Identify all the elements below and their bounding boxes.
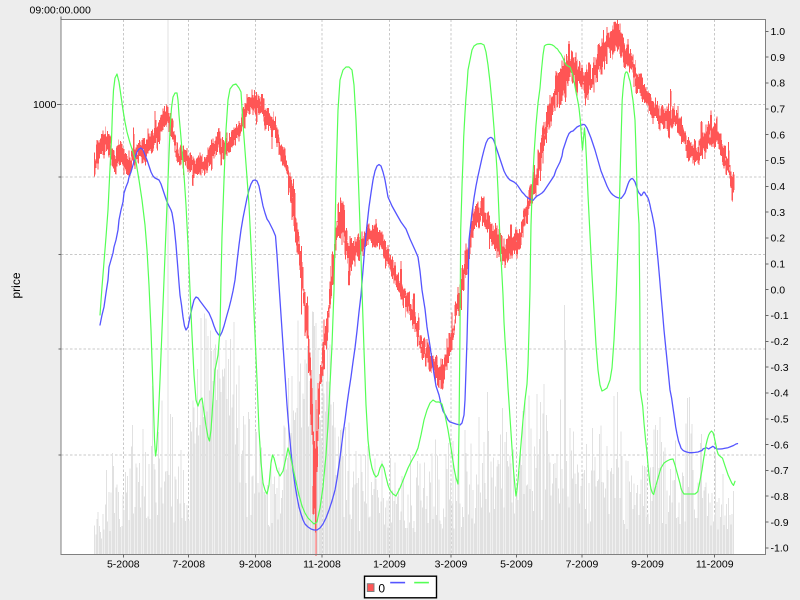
svg-text:-0.7: -0.7 (771, 465, 789, 477)
svg-text:1.0: 1.0 (771, 26, 786, 38)
svg-text:0: 0 (378, 581, 385, 595)
svg-text:0.8: 0.8 (771, 78, 786, 90)
svg-text:09:00:00.000: 09:00:00.000 (30, 5, 91, 17)
svg-text:-0.5: -0.5 (771, 413, 789, 425)
svg-text:3-2009: 3-2009 (435, 559, 468, 571)
svg-text:-1.0: -1.0 (771, 543, 789, 555)
svg-text:0.7: 0.7 (771, 104, 786, 116)
svg-text:0.1: 0.1 (771, 259, 786, 271)
svg-text:-0.2: -0.2 (771, 336, 789, 348)
svg-text:5-2008: 5-2008 (107, 559, 140, 571)
svg-text:11-2009: 11-2009 (696, 559, 734, 571)
svg-text:0.5: 0.5 (771, 155, 786, 167)
svg-text:7-2008: 7-2008 (172, 559, 205, 571)
svg-text:-0.6: -0.6 (771, 439, 789, 451)
svg-text:-0.4: -0.4 (771, 388, 789, 400)
svg-text:-0.9: -0.9 (771, 517, 789, 529)
svg-text:-0.1: -0.1 (771, 310, 789, 322)
svg-text:-0.3: -0.3 (771, 362, 789, 374)
svg-text:1000: 1000 (33, 99, 57, 111)
svg-text:0.2: 0.2 (771, 233, 786, 245)
svg-text:0.0: 0.0 (771, 284, 786, 296)
svg-text:0.9: 0.9 (771, 52, 786, 64)
svg-text:7-2009: 7-2009 (566, 559, 599, 571)
svg-text:11-2008: 11-2008 (303, 559, 341, 571)
svg-text:9-2009: 9-2009 (631, 559, 664, 571)
svg-text:0.4: 0.4 (771, 181, 786, 193)
svg-text:1-2009: 1-2009 (373, 559, 406, 571)
svg-text:9-2008: 9-2008 (239, 559, 272, 571)
svg-text:0.3: 0.3 (771, 207, 786, 219)
svg-text:5-2009: 5-2009 (500, 559, 533, 571)
svg-text:0.6: 0.6 (771, 129, 786, 141)
svg-text:price: price (9, 272, 23, 298)
svg-text:-0.8: -0.8 (771, 491, 789, 503)
